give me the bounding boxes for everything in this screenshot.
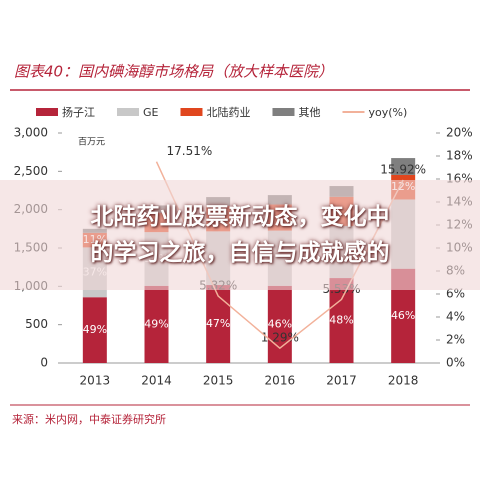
legend-swatch <box>117 108 139 116</box>
bar-segment <box>329 278 354 363</box>
y2-tick-label: 2% <box>446 333 465 347</box>
legend-swatch <box>272 108 295 116</box>
x-tick-label: 2015 <box>203 374 234 388</box>
bar-segment <box>206 285 231 363</box>
bar-segment <box>391 158 416 175</box>
chart-title: 图表40：国内碘海醇市场格局（放大样本医院） <box>14 63 333 81</box>
y-tick-label: 2,500 <box>14 164 48 178</box>
legend-label: GE <box>143 106 159 119</box>
banner: 北陆药业股票新动态，变化中 的学习之旅，自信与成就感的 <box>0 180 480 290</box>
share-label: 49% <box>144 317 168 330</box>
y2-tick-label: 0% <box>446 356 465 370</box>
legend-label: 北陆药业 <box>206 105 250 119</box>
share-label: 46% <box>391 309 415 322</box>
y2-tick-label: 4% <box>446 310 465 324</box>
share-label: 46% <box>268 317 292 330</box>
share-label: 47% <box>206 317 230 330</box>
y-tick-label: 3,000 <box>14 126 48 140</box>
bar-segment <box>82 297 107 363</box>
share-label: 48% <box>329 314 353 327</box>
y-tick-label: 500 <box>25 317 48 331</box>
yoy-label: 17.51% <box>167 144 213 158</box>
legend-swatch <box>36 108 58 116</box>
bar-segment <box>144 285 169 363</box>
x-tick-label: 2018 <box>388 374 419 388</box>
x-tick-label: 2013 <box>80 374 111 388</box>
source: 来源：米内网，中泰证券研究所 <box>12 412 166 426</box>
overlay-line: 的学习之旅，自信与成就感的 <box>90 240 390 266</box>
share-label: 49% <box>83 323 107 336</box>
y2-tick-label: 18% <box>446 149 473 163</box>
yoy-label: 15.92% <box>380 162 426 176</box>
bar-segment <box>267 285 292 363</box>
x-tick-label: 2016 <box>265 374 296 388</box>
unit-note: 百万元 <box>78 137 105 148</box>
y-tick-label: 0 <box>40 356 48 370</box>
x-tick-label: 2014 <box>141 374 172 388</box>
legend-swatch <box>180 108 203 116</box>
overlay-line: 北陆药业股票新动态，变化中 <box>90 204 390 230</box>
y2-tick-label: 20% <box>446 126 473 140</box>
legend-label: 扬子江 <box>62 105 95 119</box>
legend-label: yoy(%) <box>368 106 407 119</box>
x-tick-label: 2017 <box>326 374 357 388</box>
legend-label: 其他 <box>298 106 320 119</box>
y2-tick-label: 6% <box>446 287 465 301</box>
